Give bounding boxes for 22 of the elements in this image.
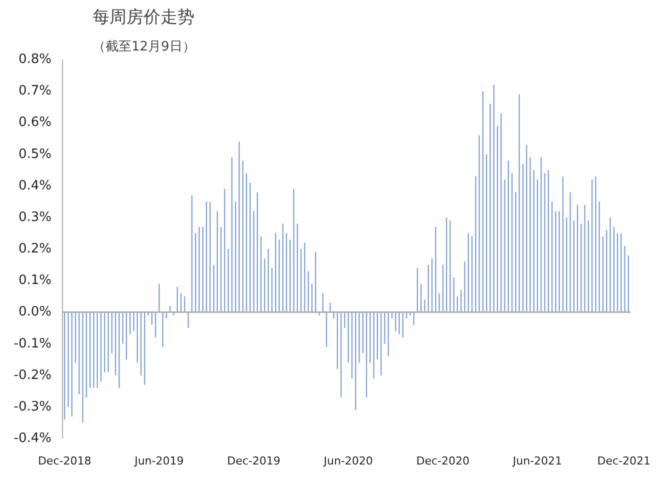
y-tick-label: 0.3% xyxy=(18,210,52,225)
x-tick-label: Dec-2019 xyxy=(227,454,280,468)
x-tick-label: Dec-2018 xyxy=(38,454,92,468)
y-tick-label: 0.4% xyxy=(18,178,52,194)
y-tick-label: 0.2% xyxy=(18,242,52,256)
y-tick-label: 0.5% xyxy=(18,146,52,162)
y-tick-label: 0.7% xyxy=(18,84,52,99)
x-tick-label: Jun-2020 xyxy=(322,454,373,468)
x-tick-label: Jun-2021 xyxy=(512,454,562,468)
y-tick-label: -0.2% xyxy=(14,368,52,383)
x-tick-label: Jun-2019 xyxy=(134,454,184,468)
x-tick-label: Dec-2021 xyxy=(597,454,650,468)
y-tick-label: 0.8% xyxy=(18,52,52,67)
y-tick-label: -0.3% xyxy=(14,399,52,414)
x-tick-label: Dec-2020 xyxy=(416,454,470,468)
y-tick-label: -0.1% xyxy=(14,336,52,352)
y-tick-label: 0.1% xyxy=(18,273,52,288)
chart-subtitle: （截至12月9日） xyxy=(92,40,196,54)
y-tick-label: -0.4% xyxy=(14,431,52,446)
y-tick-label: 0.0% xyxy=(18,304,52,320)
y-tick-label: 0.6% xyxy=(18,115,52,130)
chart-title: 每周房价走势 xyxy=(92,8,194,28)
